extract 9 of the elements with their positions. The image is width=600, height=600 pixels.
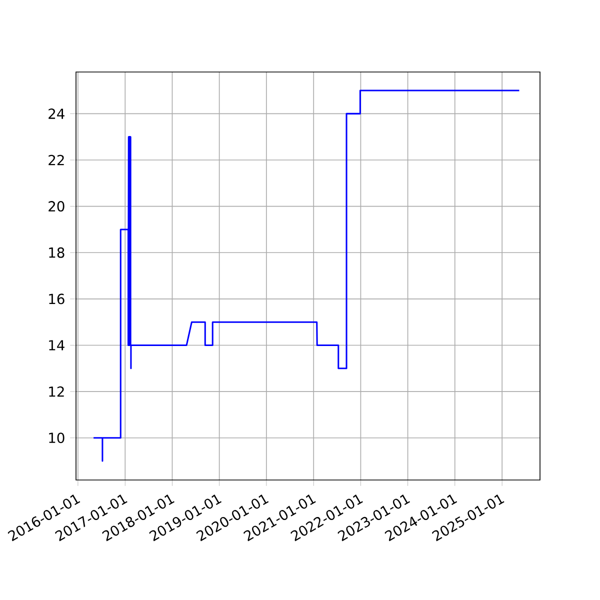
y-tick-label: 12	[49, 386, 64, 397]
y-tick-label: 24	[48, 108, 64, 119]
y-tick-label: 22	[48, 154, 64, 166]
y-tick-label: 10	[49, 432, 64, 444]
y-tick-label: 14	[49, 340, 64, 350]
line-series	[92, 90, 520, 462]
y-tick-label: 20	[48, 201, 64, 212]
y-tick-label: 16	[49, 294, 64, 304]
y-tick-label: 18	[49, 247, 64, 258]
